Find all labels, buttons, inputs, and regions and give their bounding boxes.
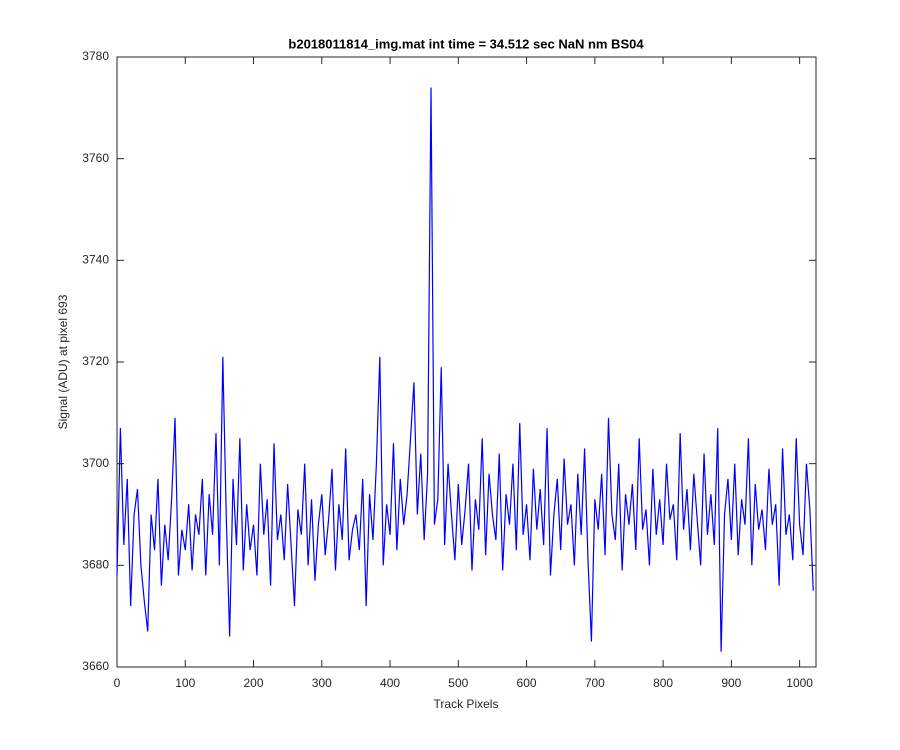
x-tick-label: 400 (380, 676, 400, 690)
x-tick-label: 500 (448, 676, 468, 690)
x-tick-label: 0 (114, 676, 121, 690)
x-tick-label: 600 (517, 676, 537, 690)
x-tick-label: 1000 (786, 676, 813, 690)
x-axis-label: Track Pixels (434, 697, 499, 711)
x-tick-label: 100 (175, 676, 195, 690)
plot-frame (116, 56, 817, 668)
y-tick-label: 3780 (82, 49, 109, 63)
y-tick-label: 3760 (82, 151, 109, 165)
x-tick-label: 300 (312, 676, 332, 690)
x-tick-label: 900 (721, 676, 741, 690)
y-axis-label: Signal (ADU) at pixel 693 (56, 294, 70, 429)
chart-title: b2018011814_img.mat int time = 34.512 se… (288, 36, 644, 51)
data-line (116, 87, 814, 652)
y-tick-label: 3740 (82, 253, 109, 267)
y-tick-label: 3700 (82, 456, 109, 470)
y-tick-label: 3720 (82, 354, 109, 368)
y-tick-label: 3680 (82, 558, 109, 572)
x-tick-label: 200 (244, 676, 264, 690)
x-tick-label: 800 (653, 676, 673, 690)
x-tick-label: 700 (585, 676, 605, 690)
y-tick-label: 3660 (82, 659, 109, 673)
